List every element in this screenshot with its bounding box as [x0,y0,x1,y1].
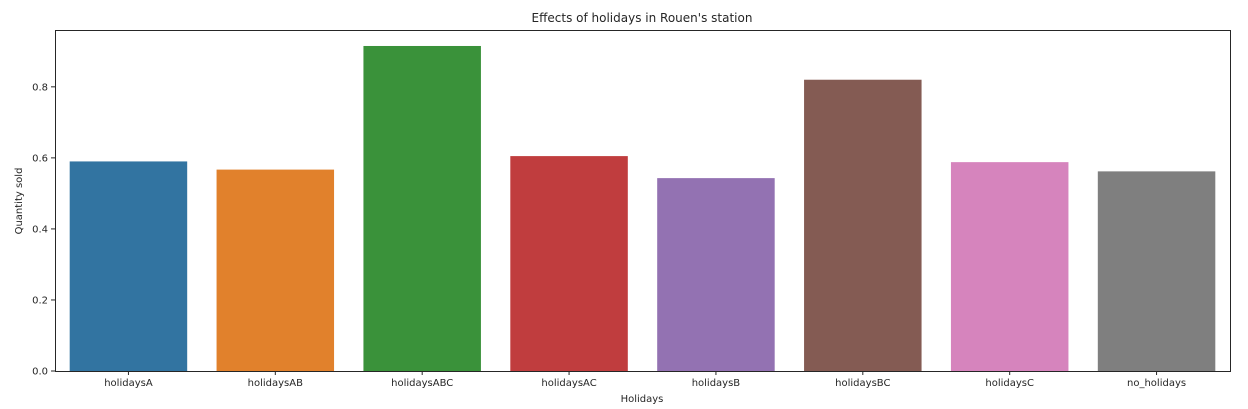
x-tick-label: holidaysA [104,378,153,389]
x-tick-label: holidaysAC [541,378,596,389]
bar-holidaysBC [804,79,922,371]
bar-holidaysA [69,161,188,371]
plot-frame [55,30,1231,372]
bar-holidaysB [657,178,775,371]
x-tick-label: holidaysAB [248,378,303,389]
bar-holidaysAB [216,169,335,371]
x-tick-label: holidaysC [985,378,1034,389]
bar-holidaysC [950,162,1069,371]
y-tick-label: 0.6 [32,153,48,164]
y-tick-label: 0.0 [32,367,48,378]
y-tick-label: 0.4 [32,224,48,235]
y-tick-label: 0.2 [32,295,48,306]
y-axis-label: Quantity sold [14,168,25,235]
y-tick-label: 0.8 [32,82,48,93]
x-axis-label: Holidays [621,394,664,405]
bar-holidaysAC [510,156,628,371]
bar-holidaysABC [363,45,481,371]
x-tick-label: holidaysABC [391,378,453,389]
x-tick-label: no_holidays [1127,378,1186,389]
bar-no_holidays [1097,171,1216,371]
x-axis: holidaysA holidaysAB holidaysABC holidaysAC… [104,371,1186,389]
x-tick-label: holidaysBC [835,378,890,389]
x-tick-label: holidaysB [692,378,741,389]
y-axis: 0.0 0.2 0.4 0.6 0.8 [32,82,55,378]
chart-title: Effects of holidays in Rouen's station [532,11,753,25]
bars-group [69,45,1216,371]
